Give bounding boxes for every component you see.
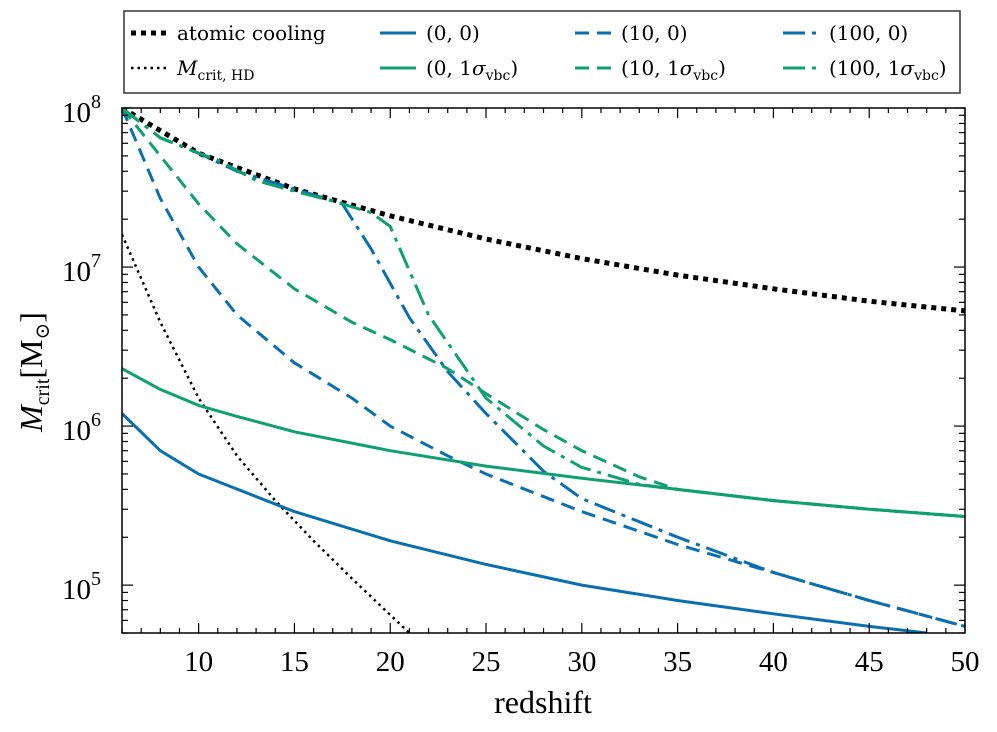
- x-tick-label: 40: [759, 646, 788, 678]
- y-tick-label: 107: [62, 250, 101, 288]
- svg-text:Mcrit[M⊙]: Mcrit[M⊙]: [13, 312, 54, 433]
- legend-label-b100: (10, 0): [621, 21, 688, 45]
- x-tick-label: 10: [184, 646, 213, 678]
- y-tick-label: 105: [62, 568, 101, 606]
- series-line-hd: [122, 234, 411, 633]
- x-tick-label: 45: [855, 646, 884, 678]
- series-line-b1000: [122, 108, 965, 628]
- y-tick-label: 106: [62, 409, 101, 447]
- series-line-b00: [122, 412, 927, 633]
- plot-frame: [121, 107, 966, 634]
- series-line-g100: [122, 108, 965, 518]
- x-tick-label: 50: [951, 646, 980, 678]
- x-tick-label: 35: [663, 646, 692, 678]
- legend-label-g0: (0, 1σvbc): [426, 56, 518, 84]
- x-tick-label: 30: [567, 646, 596, 678]
- y-axis-label: Mcrit[M⊙]: [13, 312, 54, 433]
- legend: atomic cooling (0, 0) (10, 0) (100, 0) Mcrit…: [123, 10, 961, 94]
- legend-label-atomic: atomic cooling: [177, 21, 326, 45]
- x-axis-label: redshift: [494, 684, 592, 720]
- legend-label-b00: (0, 0): [426, 21, 480, 45]
- legend-label-g100: (100, 1σvbc): [829, 56, 947, 84]
- legend-label-g10: (10, 1σvbc): [621, 56, 726, 84]
- series-line-g10: [122, 108, 965, 518]
- legend-frame: [123, 10, 961, 94]
- x-tick-label: 25: [472, 646, 501, 678]
- y-tick-label: 108: [62, 91, 101, 129]
- series-line-b100: [122, 108, 965, 628]
- series-line-atomic: [122, 108, 965, 314]
- legend-label-hd: Mcrit, HD: [176, 56, 254, 84]
- legend-label-b1000: (100, 0): [829, 21, 908, 45]
- x-tick-label: 15: [280, 646, 309, 678]
- x-tick-label: 20: [376, 646, 405, 678]
